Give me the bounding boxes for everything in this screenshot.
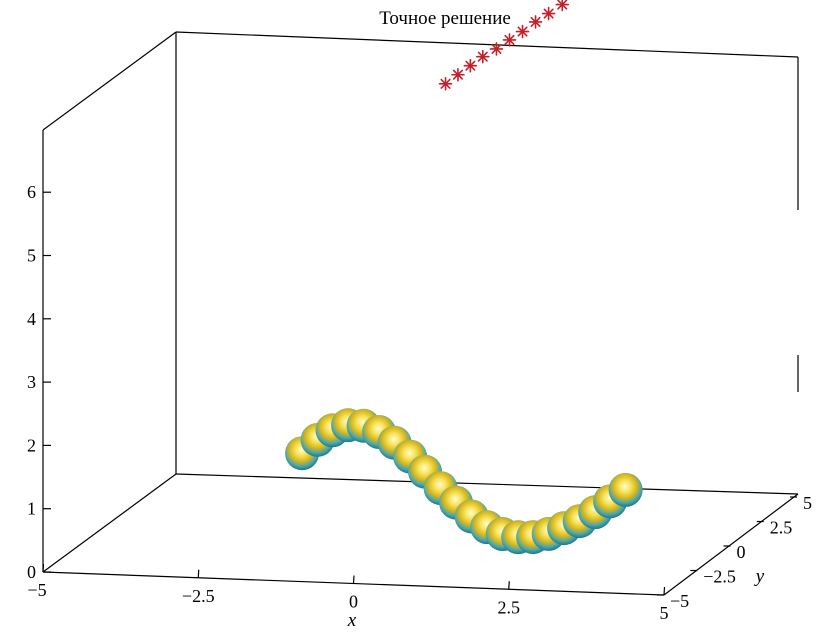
- star-marker: [528, 15, 543, 29]
- star-marker: [438, 76, 453, 91]
- x-tick-label: 2.5: [498, 597, 521, 617]
- x-tick-mark: [508, 581, 510, 590]
- z-tick-label: 6: [27, 182, 36, 202]
- star-marker: [515, 24, 530, 39]
- y-tick-label: 2.5: [770, 518, 793, 538]
- x-axis: −5 −2.5 0 2.5 5: [27, 563, 669, 623]
- x-tick-label: −5: [27, 580, 46, 600]
- frame-edge-bottom-back: [175, 473, 799, 495]
- y-tick-label: 0: [737, 542, 746, 562]
- z-tick-label: 3: [27, 372, 36, 392]
- z-tick-label: 5: [27, 246, 36, 266]
- star-marker: [541, 6, 556, 21]
- frame-edge-bottom-right: [663, 493, 799, 596]
- chart-title: Точное решение: [379, 8, 511, 29]
- data-marks: [285, 0, 643, 555]
- sphere-marker: [608, 472, 643, 507]
- x-tick-label: 5: [660, 603, 669, 623]
- frame-edge-top-left: [42, 31, 177, 131]
- y-axis: −5 −2.50 2.5 5: [657, 493, 812, 611]
- x-tick-label: 0: [349, 592, 358, 612]
- x-tick-mark: [42, 563, 45, 573]
- x-tick-label: −2.5: [182, 586, 215, 606]
- frame-edge-top-back: [175, 31, 799, 58]
- z-tick-label: 2: [27, 435, 36, 455]
- y-axis-label: y: [754, 566, 765, 587]
- x-tick-mark: [352, 575, 355, 584]
- z-axis: 0 1 2 3 4 5 6: [27, 182, 51, 582]
- y-tick-label: −2.5: [703, 567, 736, 587]
- x-tick-mark: [663, 586, 666, 596]
- star-marker: [502, 33, 517, 47]
- star-marker: [489, 42, 504, 56]
- y-tick-label: 5: [803, 493, 812, 513]
- star-marker: [475, 49, 490, 64]
- y-tick-label: −5: [670, 591, 689, 611]
- z-tick-label: 4: [27, 309, 36, 329]
- x-tick-mark: [197, 569, 200, 578]
- z-tick-label: 1: [27, 499, 36, 519]
- z-tick-label: 0: [27, 562, 36, 582]
- star-marker: [451, 67, 465, 82]
- frame-edge-bottom-left: [42, 473, 177, 573]
- plot-frame: [42, 31, 799, 596]
- x-axis-label: x: [347, 610, 357, 631]
- star-marker: [555, 0, 570, 12]
- star-marker: [463, 58, 478, 73]
